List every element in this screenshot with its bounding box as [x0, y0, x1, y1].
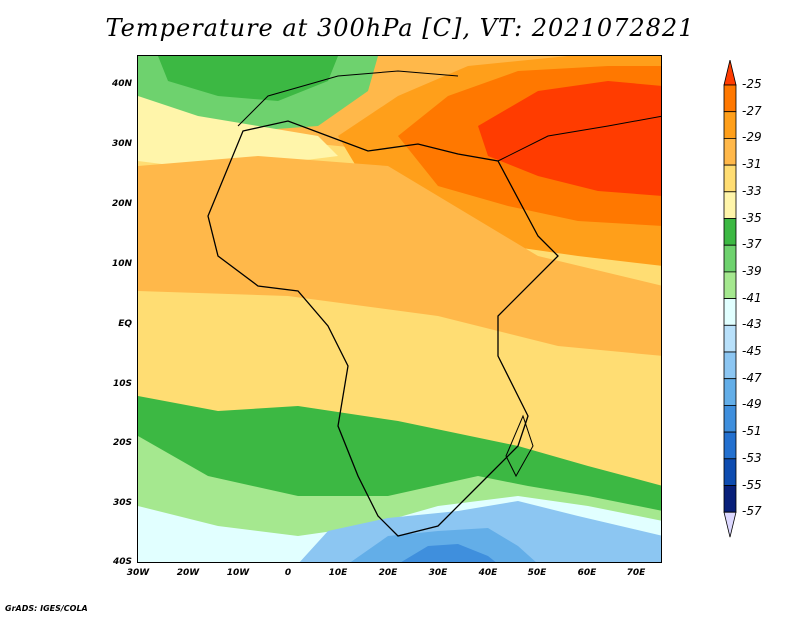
colorbar-label: -57: [742, 504, 762, 519]
colorbar-box: [723, 404, 737, 433]
colorbar-label: -25: [742, 77, 762, 91]
colorbar-box: [723, 244, 737, 273]
field-tropical-band: [138, 156, 661, 356]
colorbar-box: [723, 298, 737, 326]
asia-coast: [497, 115, 661, 162]
colorbar-arrow-top: [723, 60, 737, 86]
chart-title: Temperature at 300hPa [C], VT: 202107282…: [105, 14, 695, 42]
lat-label-10s: 10S: [112, 379, 132, 389]
colorbar-box: [723, 84, 737, 113]
colorbar-label: -45: [742, 344, 762, 358]
colorbar-label: -35: [742, 210, 762, 225]
colorbar-box: [723, 191, 737, 219]
temperature-map-svg: [138, 56, 661, 562]
colorbar-label: -33: [742, 183, 762, 198]
colorbar-box: [723, 164, 737, 193]
colorbar-box: [723, 218, 737, 246]
lon-label-30e: 30E: [428, 568, 448, 578]
lon-label-20e: 20E: [378, 568, 398, 578]
colorbar-label: -37: [742, 237, 762, 252]
africa-outline: [207, 120, 559, 537]
lon-label-50e: 50E: [527, 568, 547, 578]
field-north-dark-green: [158, 56, 338, 101]
madagascar-outline: [505, 414, 534, 478]
colorbar-label: -53: [742, 450, 762, 465]
colorbar-box: [723, 138, 737, 166]
lat-label-30n: 30N: [111, 139, 132, 149]
temperature-map: [137, 55, 662, 563]
field-north-pale: [138, 96, 338, 166]
lat-label-40n: 40N: [111, 79, 132, 89]
colorbar-box: [723, 431, 737, 460]
lon-label-60e: 60E: [577, 568, 597, 578]
lon-label-0: 0: [284, 568, 292, 578]
lat-label-40s: 40S: [112, 557, 132, 567]
colorbar-label: -39: [742, 263, 762, 278]
lon-label-20w: 20W: [176, 568, 200, 578]
lat-label-10n: 10N: [111, 259, 132, 269]
colorbar-label: -29: [742, 130, 762, 145]
lon-label-10e: 10E: [328, 568, 348, 578]
field-south-blue-dark: [401, 544, 496, 562]
lat-label-20n: 20N: [111, 199, 132, 209]
colorbar-box: [723, 324, 737, 353]
lon-label-70e: 70E: [626, 568, 646, 578]
europe-coast: [237, 70, 459, 127]
lat-label-eq: EQ: [118, 319, 132, 329]
colorbar-box: [723, 111, 737, 139]
lon-label-10w: 10W: [226, 568, 250, 578]
lat-label-30s: 30S: [112, 498, 132, 508]
colorbar-label: -55: [742, 477, 762, 492]
field-hot-core: [478, 81, 661, 196]
lon-label-30w: 30W: [126, 568, 150, 578]
colorbar-arrow-bottom: [723, 511, 737, 538]
colorbar-box: [723, 485, 737, 513]
lat-label-20s: 20S: [112, 438, 132, 448]
colorbar-box: [723, 351, 737, 380]
colorbar-label: -31: [742, 157, 762, 172]
colorbar-box: [723, 458, 737, 486]
colorbar-label: -43: [742, 317, 762, 332]
colorbar-box: [723, 378, 737, 406]
credit-label: GrADS: IGES/COLA: [5, 604, 88, 613]
colorbar-label: -41: [742, 290, 762, 305]
colorbar-box: [723, 271, 737, 299]
colorbar-label: -49: [742, 397, 762, 412]
lon-label-40e: 40E: [478, 568, 498, 578]
colorbar-label: -47: [742, 370, 762, 385]
colorbar-label: -27: [742, 103, 762, 118]
colorbar-label: -51: [742, 424, 762, 439]
colorbar: [723, 60, 737, 538]
